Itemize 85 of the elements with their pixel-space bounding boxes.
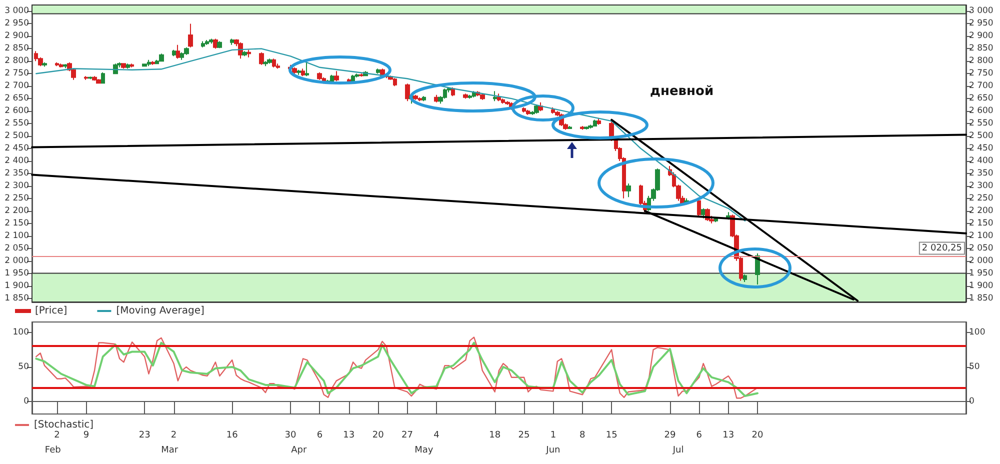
y2-tick-label: 2 200 bbox=[969, 206, 994, 216]
y2-tick-label: 2 650 bbox=[969, 94, 994, 104]
y-tick-label: 2 100 bbox=[4, 230, 29, 241]
y-tick-label: 2 600 bbox=[4, 106, 29, 116]
x-tick-label: 1 bbox=[550, 430, 556, 440]
x-tick-label: 13 bbox=[343, 430, 355, 440]
y-tick-label: 2 150 bbox=[4, 218, 29, 228]
y2-tick-label: 2 100 bbox=[969, 230, 994, 241]
y-tick-label: 2 900 bbox=[4, 31, 29, 42]
y2-tick-label: 2 750 bbox=[969, 68, 994, 79]
x-tick-label: 2 bbox=[170, 430, 177, 440]
y-tick-label: 2 000 bbox=[4, 256, 29, 266]
y2-tick-label: 0 bbox=[969, 396, 974, 407]
x-tick-label: 29 bbox=[664, 430, 676, 440]
y2-tick-label: 2 400 bbox=[969, 156, 994, 166]
x-tick-label: 30 bbox=[284, 430, 297, 440]
legend-label: [Price] bbox=[35, 306, 68, 316]
y-tick-label: 50 bbox=[18, 362, 29, 372]
y2-tick-label: 1 950 bbox=[969, 268, 994, 278]
x-tick-label: 4 bbox=[434, 430, 440, 440]
y-tick-label: 100 bbox=[12, 327, 29, 338]
y2-tick-label: 2 850 bbox=[969, 44, 994, 54]
y2-tick-label: 100 bbox=[969, 327, 986, 338]
x-tick-label: 6 bbox=[316, 430, 323, 440]
y-tick-label: 2 200 bbox=[4, 206, 29, 216]
y-tick-label: 1 950 bbox=[4, 268, 29, 278]
x-tick-label: 13 bbox=[722, 430, 734, 440]
y-tick-label: 2 500 bbox=[4, 131, 29, 142]
x2-tick-label: Apr bbox=[291, 446, 307, 456]
x-tick-label: 8 bbox=[580, 430, 586, 440]
y2-tick-label: 1 850 bbox=[969, 293, 994, 304]
y2-tick-label: 2 250 bbox=[969, 193, 994, 204]
ref-line-label: 2 020,25 bbox=[922, 243, 962, 254]
x-tick-label: 6 bbox=[696, 430, 702, 440]
y2-tick-label: 2 700 bbox=[969, 81, 994, 92]
y2-tick-label: 2 350 bbox=[969, 168, 994, 178]
y-tick-label: 2 450 bbox=[4, 144, 29, 154]
y2-tick-label: 2 600 bbox=[969, 106, 994, 116]
y-tick-label: 2 300 bbox=[4, 180, 29, 191]
y2-tick-label: 2 000 bbox=[969, 256, 994, 266]
y2-tick-label: 2 550 bbox=[969, 118, 994, 129]
y2-tick-label: 2 450 bbox=[969, 144, 994, 154]
x-tick-label: 27 bbox=[402, 430, 413, 440]
x-tick-label: 20 bbox=[372, 430, 384, 440]
x2-tick-label: Jun bbox=[545, 446, 560, 456]
y-tick-label: 2 750 bbox=[4, 68, 29, 79]
x-tick-label: 23 bbox=[138, 430, 150, 440]
y-tick-label: 2 050 bbox=[4, 243, 29, 254]
x-tick-label: 25 bbox=[518, 430, 530, 440]
y2-tick-label: 2 900 bbox=[969, 31, 994, 42]
y2-tick-label: 2 950 bbox=[969, 18, 994, 29]
x-tick-label: 18 bbox=[489, 430, 501, 440]
x-tick-label: 20 bbox=[752, 430, 764, 440]
x2-tick-label: Mar bbox=[161, 446, 178, 456]
y-tick-label: 2 650 bbox=[4, 94, 29, 104]
x2-tick-label: Jul bbox=[672, 446, 684, 456]
legend-label: [Moving Average] bbox=[116, 306, 204, 316]
annotation: дневной bbox=[650, 84, 714, 99]
legend-label: [Stochastic] bbox=[34, 420, 94, 430]
y2-tick-label: 2 300 bbox=[969, 180, 994, 191]
y-tick-label: 2 550 bbox=[4, 118, 29, 129]
y-tick-label: 2 950 bbox=[4, 18, 29, 29]
y-tick-label: 0 bbox=[24, 396, 29, 407]
y2-tick-label: 1 900 bbox=[969, 280, 994, 291]
x-tick-label: 16 bbox=[226, 430, 238, 440]
x-tick-label: 15 bbox=[606, 430, 618, 440]
y-tick-label: 2 800 bbox=[4, 56, 29, 66]
y2-tick-label: 3 000 bbox=[969, 6, 994, 16]
y-tick-label: 2 400 bbox=[4, 156, 29, 166]
x-tick-label: 2 bbox=[54, 430, 60, 440]
y-tick-label: 1 900 bbox=[4, 280, 29, 291]
y-tick-label: 3 000 bbox=[4, 6, 29, 16]
y-tick-label: 1 850 bbox=[4, 293, 29, 304]
y2-tick-label: 2 800 bbox=[969, 56, 994, 66]
y-tick-label: 2 350 bbox=[4, 168, 29, 178]
y2-tick-label: 2 500 bbox=[969, 131, 994, 142]
y-tick-label: 2 250 bbox=[4, 193, 29, 204]
x2-tick-label: May bbox=[414, 446, 434, 456]
y2-tick-label: 2 150 bbox=[969, 218, 994, 228]
y-tick-label: 2 850 bbox=[4, 44, 29, 54]
y2-tick-label: 2 050 bbox=[969, 243, 994, 254]
y2-tick-label: 50 bbox=[969, 362, 980, 372]
y-tick-label: 2 700 bbox=[4, 81, 29, 92]
x-tick-label: 9 bbox=[83, 430, 90, 440]
x2-tick-label: Feb bbox=[44, 446, 62, 456]
